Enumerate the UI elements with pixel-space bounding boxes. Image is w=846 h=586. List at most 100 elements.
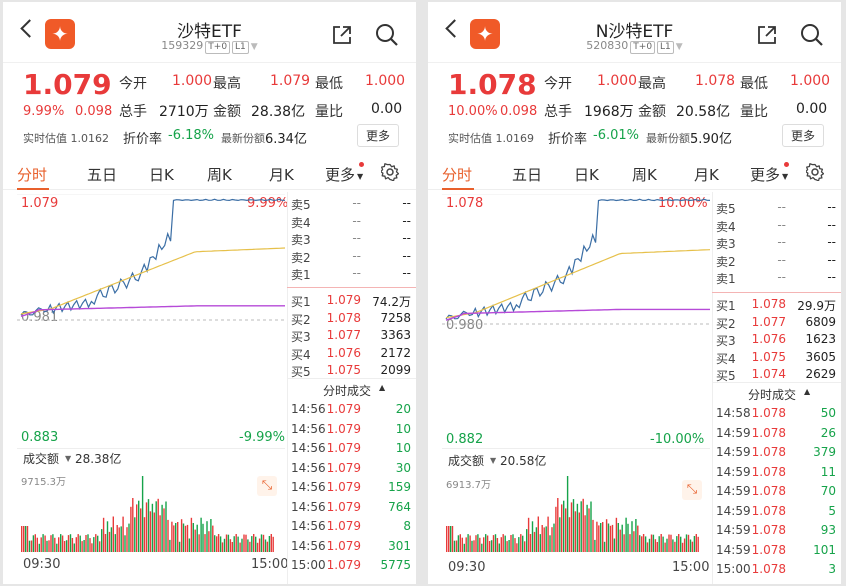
price-line [20,198,285,316]
expand-icon[interactable]: ⤡ [682,480,702,500]
volume-bar [249,541,251,552]
trade-time: 14:56 [291,441,326,455]
trade-volume: 26 [820,425,836,440]
volume-bar [615,517,618,552]
trade-volume: 50 [820,406,836,420]
bid-price: 1.074 [751,367,786,381]
tab-daily-k[interactable]: 日K [574,166,599,184]
active-tab-underline [442,188,474,190]
expand-icon[interactable]: ⤡ [257,476,277,496]
volume-bar [697,536,699,552]
trade-time: 14:59 [716,464,751,479]
volume-bar [91,543,93,552]
volume-bar [210,519,212,552]
chevron-down-icon[interactable]: ▼ [675,42,683,52]
share-icon[interactable] [331,24,353,46]
search-icon[interactable] [800,23,824,47]
volume-bar [77,534,79,552]
chevron-down-icon[interactable]: ▼ [65,454,72,463]
gear-icon[interactable] [804,163,825,182]
search-icon[interactable] [375,23,399,47]
volume-bar [108,531,111,552]
bid-volume: 3605 [805,349,836,364]
chevron-down-icon[interactable]: ▼ [250,42,258,52]
amount-value: 20.58亿 [676,104,731,120]
more-button[interactable]: 更多 [357,124,400,147]
trades-title[interactable]: 分时成交 [748,388,797,402]
chevron-down-icon[interactable]: ▼ [357,172,364,181]
tab-monthly-k[interactable]: 月K [694,166,719,184]
trade-volume: 8 [403,519,411,533]
volume-bar [186,524,189,552]
ask-price: -- [777,217,786,232]
trade-volume: 5775 [380,558,411,572]
chevron-up-icon[interactable]: ▲ [804,387,811,396]
trade-time: 14:56 [291,538,326,553]
tab-more[interactable]: 更多 [325,166,356,184]
divider [287,378,416,379]
trade-time: 14:59 [716,523,751,537]
tab-intraday[interactable]: 分时 [17,166,48,184]
share-icon[interactable] [756,24,778,46]
volume-bar [58,537,60,552]
volume-bar [586,504,588,552]
volume-bar [67,535,70,552]
tab-weekly-k[interactable]: 周K [207,166,232,184]
volume-bar [128,523,130,552]
trade-tag: T+0 [630,41,656,54]
ask-price: -- [777,252,786,267]
volume-bar [600,523,602,552]
chart-tabs: 分时 五日 日K 周K 月K 更多 ▼ [428,154,841,190]
volume-bar [455,540,458,552]
bid-volume: 1623 [805,332,836,346]
tab-intraday[interactable]: 分时 [442,166,473,184]
trade-price: 1.079 [326,480,361,494]
tab-daily-k[interactable]: 日K [149,166,174,184]
volume-bar [479,537,481,552]
trade-time: 15:00 [716,562,751,576]
volume-bar [206,521,208,552]
amount-label: 成交额 [448,454,485,468]
etf-panel-right: ✦ N沙特ETF 520830 T+0 L1 ▼ 1.078 10.00% 0.098 今开 最高最… [428,2,841,584]
time-start-label: 09:30 [23,557,61,572]
volume-scale-label: 9715.3万 [21,477,66,488]
trade-time: 14:59 [716,503,751,518]
volume-bar [141,476,144,552]
chevron-down-icon[interactable]: ▼ [782,172,789,181]
trade-volume: 379 [813,445,836,459]
tab-more[interactable]: 更多 [750,166,781,184]
volume-bar [485,534,487,552]
more-button[interactable]: 更多 [782,124,825,147]
trades-title[interactable]: 分时成交 [323,384,372,398]
volume-bar [654,539,657,552]
tab-five-day[interactable]: 五日 [87,166,118,184]
trade-time: 14:56 [291,402,326,416]
volume-bar [266,541,269,552]
tab-five-day[interactable]: 五日 [512,166,543,184]
volume-bar [666,538,668,552]
gear-icon[interactable] [379,163,400,182]
ask-price: -- [352,196,361,210]
bid-volume: 2099 [380,363,411,377]
volume-bar [136,504,138,552]
volume-chart [446,476,699,552]
volume-bar [69,534,72,552]
tab-monthly-k[interactable]: 月K [269,166,294,184]
volume-bar [225,534,228,552]
trade-time: 14:56 [291,519,326,533]
volume-bar [126,527,128,552]
bid-price: 1.075 [326,363,361,377]
chevron-up-icon[interactable]: ▲ [379,383,386,392]
volume-bar [122,516,124,552]
pct-axis-bottom-label: -9.99% [239,430,285,445]
page-title: 沙特ETF [177,22,242,42]
tab-weekly-k[interactable]: 周K [632,166,657,184]
discount-label: 折价率 [123,132,163,147]
chevron-down-icon[interactable]: ▼ [490,456,497,465]
volume-bar [178,541,181,552]
volume-bar [256,542,259,552]
volume-bar [613,538,616,552]
security-code: 159329 T+0 L1 ▼ [3,39,416,54]
trade-price: 1.078 [751,464,786,479]
time-end-label: 15:00 [672,560,710,575]
